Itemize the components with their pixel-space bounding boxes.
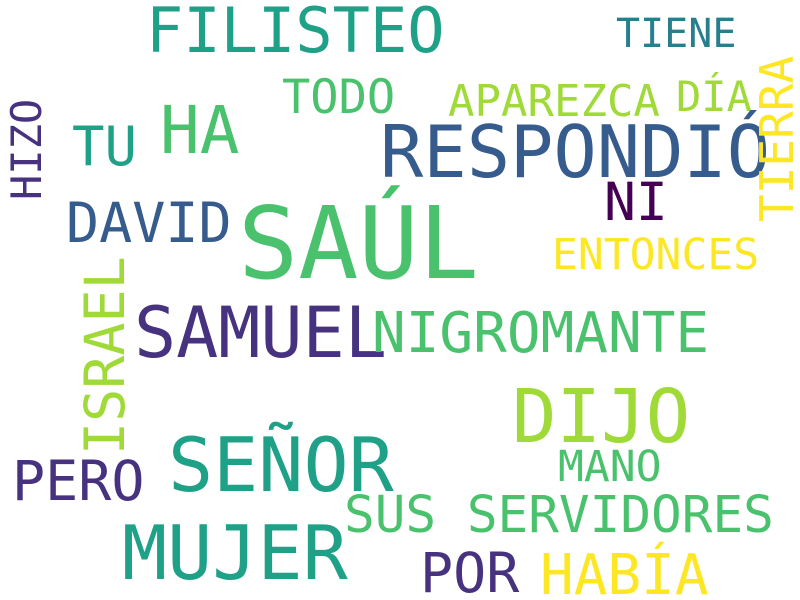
word-entonces: ENTONCES — [552, 230, 760, 280]
word-dijo: DIJO — [512, 374, 691, 460]
word-ni: NI — [604, 172, 668, 233]
word-senor: SEÑOR — [168, 421, 394, 509]
word-hizo: HIZO — [2, 98, 51, 200]
word-filisteo: FILISTEO — [146, 0, 445, 67]
word-nigromante: NIGROMANTE — [372, 301, 710, 366]
word-david: DAVID — [66, 191, 232, 255]
word-tierra: TIERRA — [750, 55, 800, 222]
word-ha: HA — [160, 92, 240, 169]
word-israel: ISRAEL — [73, 256, 137, 455]
word-samuel: SAMUEL — [134, 292, 387, 374]
word-por: POR — [420, 541, 520, 600]
word-tiene: TIENE — [616, 11, 737, 57]
word-mano: MANO — [558, 442, 662, 492]
word-pero: PERO — [12, 449, 145, 513]
word-mujer: MUJER — [122, 509, 348, 597]
word-aparezca: APAREZCA — [448, 76, 660, 127]
word-respondio: RESPONDIÓ — [380, 110, 771, 194]
word-habia: HABÍA — [540, 543, 709, 600]
word-dia: DÍA — [676, 72, 752, 121]
word-saul: SAÚL — [238, 185, 479, 302]
word-sus-servidores: SUS SERVIDORES — [344, 486, 774, 545]
word-todo: TODO — [282, 70, 396, 125]
word-tu: TU — [72, 115, 138, 178]
